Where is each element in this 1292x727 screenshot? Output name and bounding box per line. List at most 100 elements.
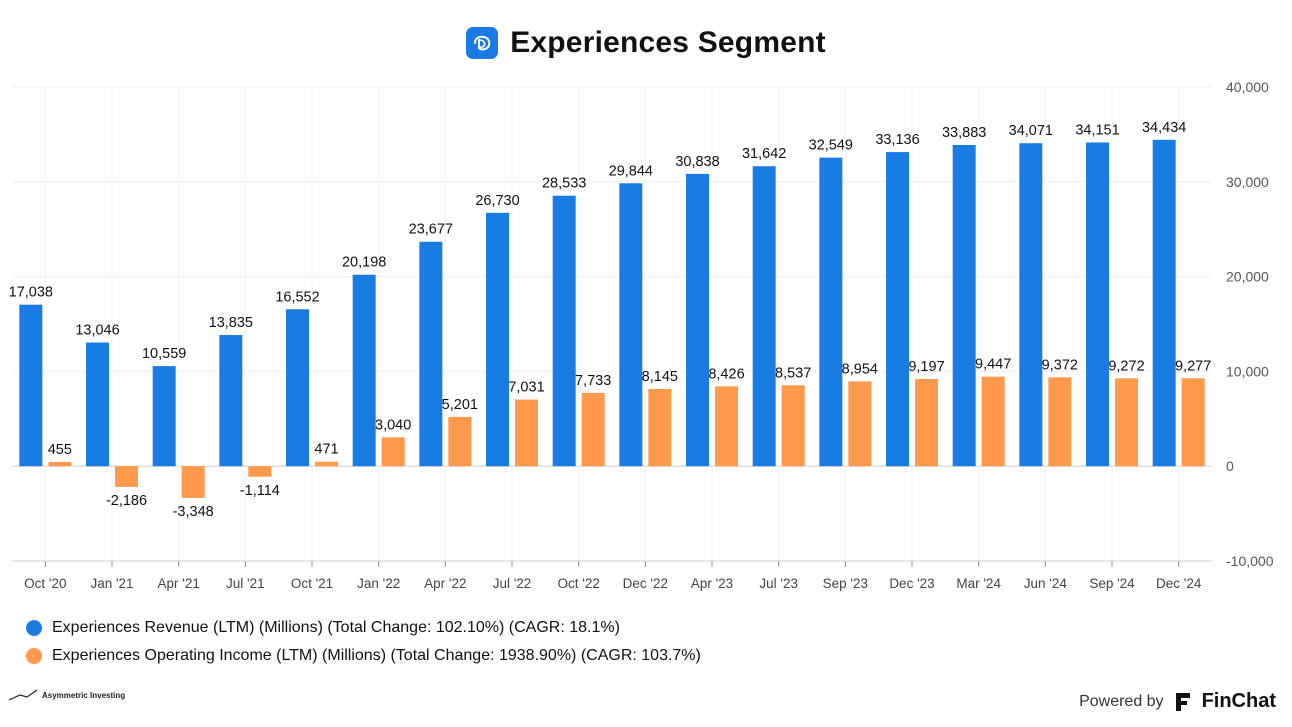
revenue-bar [686,173,709,467]
operating-income-data-label: -1,114 [240,483,280,499]
operating-income-data-label: 9,277 [1175,358,1211,374]
y-tick-label: 0 [1226,458,1234,474]
operating-income-data-label: 8,426 [708,366,744,382]
revenue-data-label: 31,642 [742,146,786,162]
revenue-data-label: 20,198 [342,255,386,271]
attribution: Powered by FinChat [1079,690,1276,713]
operating-income-bar [181,466,205,498]
bar-chart: -10,000 0 10,000 20,000 30,000 40,000 Oct '20 J… [9,79,1274,591]
revenue-data-label: 30,838 [675,154,719,170]
x-tick-label: Apr '23 [691,576,733,591]
operating-income-data-label: 9,372 [1042,357,1078,373]
x-tick-label: Apr '22 [424,576,466,591]
operating-income-data-label: 455 [48,442,72,458]
operating-income-data-label: 7,733 [575,373,611,389]
operating-income-bar [248,466,272,477]
chart-title: Experiences Segment [510,26,826,59]
trend-arrow-icon [8,689,38,701]
x-tick-label: Dec '24 [1156,576,1202,591]
x-tick-label: Sep '23 [823,576,868,591]
operating-income-data-label: 7,031 [508,380,544,396]
operating-income-bar [115,466,138,487]
revenue-data-label: 34,071 [1009,123,1053,139]
revenue-bar [152,366,176,467]
operating-income-data-label: 3,040 [375,417,411,433]
operating-income-data-label: 9,197 [908,359,944,375]
revenue-data-label: 13,046 [75,323,119,339]
legend-label-operating-income: Experiences Operating Income (LTM) (Mill… [52,647,701,664]
x-tick-label: Mar '24 [956,576,1001,591]
revenue-bar [819,157,843,467]
x-tick-label: Jun '24 [1024,576,1068,591]
x-tick-label: Jan '21 [90,576,133,591]
operating-income-bar [781,385,805,467]
operating-income-data-label: 9,447 [975,357,1011,373]
x-tick-label: Oct '22 [557,576,599,591]
operating-income-bar [1115,378,1138,467]
revenue-data-label: 16,552 [275,289,319,305]
operating-income-data-label: 5,201 [442,397,478,413]
revenue-bar [952,144,976,467]
finchat-logo-icon [1175,692,1190,711]
operating-income-data-label: 9,272 [1108,358,1144,374]
y-tick-label: 20,000 [1226,269,1269,285]
x-tick-label: Jul '21 [226,576,265,591]
revenue-bar [352,274,376,467]
author-name: Asymmetric Investing [42,690,126,700]
revenue-data-label: 28,533 [542,176,586,192]
revenue-bar [552,195,576,467]
revenue-bar [419,241,443,467]
x-tick-label: Dec '22 [623,576,668,591]
x-tick-label: Oct '21 [291,576,333,591]
revenue-bar [1019,143,1043,467]
powered-by-label: Powered by [1079,692,1164,710]
operating-income-data-label: 8,954 [842,361,878,377]
legend-swatch-operating-income [26,648,42,664]
y-tick-label: 10,000 [1226,363,1269,379]
revenue-bar [619,183,643,467]
legend-item-revenue[interactable]: Experiences Revenue (LTM) (Millions) (To… [26,615,701,641]
revenue-bar [1152,139,1176,467]
revenue-bar [886,152,909,467]
revenue-data-label: 33,883 [942,125,986,141]
operating-income-data-label: 471 [314,442,338,458]
revenue-bar [219,335,243,467]
disney-logo-icon [466,27,499,59]
operating-income-data-label: -2,186 [106,493,147,509]
x-tick-label: Sep '24 [1089,576,1135,591]
operating-income-bar [848,381,872,467]
x-tick-label: Jan '22 [357,576,400,591]
revenue-bar [752,166,776,467]
chart-legend: Experiences Revenue (LTM) (Millions) (To… [26,615,701,671]
operating-income-bar [448,416,472,467]
revenue-data-label: 23,677 [409,222,453,238]
revenue-data-label: 10,559 [142,346,186,362]
operating-income-bar [1048,377,1072,467]
revenue-data-label: 34,434 [1142,120,1186,136]
x-tick-label: Jul '23 [759,576,798,591]
revenue-bar [1086,142,1109,467]
revenue-data-label: 33,136 [875,132,919,148]
brand-name: FinChat [1201,690,1276,712]
operating-income-bar [981,376,1005,467]
operating-income-bar [581,392,605,467]
y-tick-label: -10,000 [1226,553,1274,569]
operating-income-bar [48,461,72,467]
revenue-bar [486,212,509,467]
x-tick-label: Dec '23 [889,576,934,591]
legend-item-operating-income[interactable]: Experiences Operating Income (LTM) (Mill… [26,643,701,669]
operating-income-bar [381,437,405,467]
revenue-bar [286,309,309,467]
x-tick-label: Apr '21 [157,576,199,591]
operating-income-bar [315,461,338,467]
revenue-data-label: 32,549 [809,138,853,154]
chart-header: Experiences Segment [0,18,1292,68]
operating-income-bar [915,379,938,467]
revenue-data-label: 34,151 [1075,122,1119,138]
operating-income-bar [1181,378,1205,467]
operating-income-data-label: 8,145 [642,369,678,385]
revenue-data-label: 29,844 [609,163,653,179]
revenue-data-label: 26,730 [475,193,519,209]
operating-income-data-label: 8,537 [775,365,811,381]
revenue-bar [86,342,109,467]
